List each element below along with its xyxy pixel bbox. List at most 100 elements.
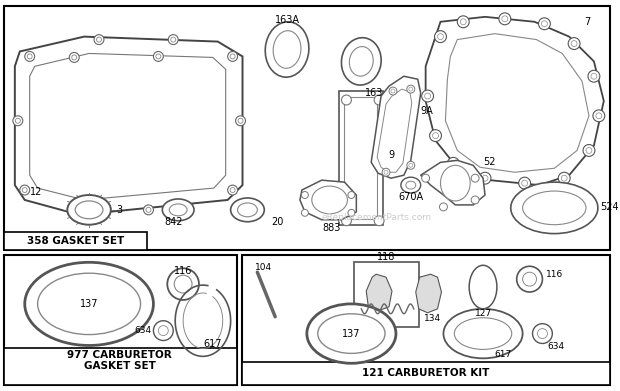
Circle shape: [348, 209, 355, 216]
Text: 52: 52: [483, 157, 495, 167]
Circle shape: [168, 35, 178, 45]
Ellipse shape: [443, 309, 523, 358]
Circle shape: [539, 18, 551, 30]
Text: 9A: 9A: [421, 106, 433, 116]
Circle shape: [519, 177, 531, 189]
Circle shape: [541, 21, 547, 27]
Circle shape: [174, 275, 192, 293]
Text: 134: 134: [424, 314, 441, 323]
Ellipse shape: [75, 201, 103, 219]
Circle shape: [448, 158, 459, 169]
Text: 104: 104: [255, 263, 273, 272]
Circle shape: [433, 133, 438, 138]
Circle shape: [94, 35, 104, 45]
Bar: [345, 97, 377, 219]
Bar: [4, 348, 237, 385]
Text: 617: 617: [494, 350, 512, 359]
Circle shape: [471, 196, 479, 204]
Circle shape: [20, 185, 30, 195]
Text: 358 GASKET SET: 358 GASKET SET: [27, 235, 124, 246]
Text: 524: 524: [600, 202, 619, 212]
Text: 977 CARBURETOR
GASKET SET: 977 CARBURETOR GASKET SET: [68, 350, 172, 371]
Circle shape: [156, 54, 161, 59]
Circle shape: [167, 268, 199, 300]
Circle shape: [440, 203, 448, 211]
Circle shape: [143, 205, 153, 215]
Text: 118: 118: [377, 252, 395, 262]
Circle shape: [389, 87, 397, 95]
Circle shape: [533, 324, 552, 343]
Circle shape: [516, 266, 542, 292]
Ellipse shape: [523, 191, 586, 225]
Circle shape: [460, 19, 466, 25]
Circle shape: [228, 185, 237, 195]
Circle shape: [16, 118, 20, 123]
Polygon shape: [366, 274, 392, 311]
Circle shape: [523, 272, 536, 286]
Polygon shape: [300, 180, 356, 220]
Bar: [242, 255, 609, 385]
Polygon shape: [421, 160, 485, 205]
Text: 116: 116: [546, 270, 564, 279]
Circle shape: [153, 321, 173, 341]
Text: 137: 137: [80, 299, 99, 309]
Circle shape: [13, 116, 23, 126]
Ellipse shape: [169, 204, 187, 216]
Circle shape: [438, 34, 443, 39]
Ellipse shape: [440, 165, 470, 201]
Bar: [4, 6, 609, 251]
Circle shape: [230, 188, 235, 192]
Circle shape: [146, 207, 151, 212]
Circle shape: [391, 89, 395, 93]
Circle shape: [74, 205, 84, 215]
Circle shape: [409, 163, 413, 167]
Circle shape: [77, 207, 82, 212]
Polygon shape: [426, 17, 604, 185]
Ellipse shape: [162, 199, 194, 221]
Ellipse shape: [68, 195, 111, 225]
Circle shape: [471, 174, 479, 182]
Circle shape: [407, 161, 415, 169]
Ellipse shape: [307, 304, 396, 363]
Circle shape: [430, 130, 441, 142]
Circle shape: [374, 95, 384, 105]
Bar: [4, 255, 237, 385]
Circle shape: [407, 85, 415, 93]
Text: 163A: 163A: [275, 15, 299, 25]
Ellipse shape: [469, 265, 497, 309]
Text: 7: 7: [584, 17, 590, 27]
Ellipse shape: [231, 198, 264, 222]
Circle shape: [158, 326, 168, 335]
Ellipse shape: [454, 318, 511, 350]
Text: 163: 163: [365, 88, 383, 98]
Text: 116: 116: [174, 266, 192, 276]
Ellipse shape: [401, 177, 421, 193]
Polygon shape: [30, 54, 226, 200]
Circle shape: [586, 147, 592, 153]
Circle shape: [425, 93, 430, 99]
Circle shape: [301, 192, 308, 199]
Bar: [4, 231, 148, 251]
Circle shape: [153, 52, 163, 61]
Text: 670A: 670A: [398, 192, 423, 202]
Polygon shape: [377, 89, 412, 172]
Ellipse shape: [406, 181, 416, 189]
Circle shape: [384, 170, 388, 174]
Circle shape: [479, 172, 491, 184]
Bar: [242, 362, 609, 385]
Polygon shape: [371, 76, 421, 178]
Text: 20: 20: [271, 217, 283, 227]
Circle shape: [521, 180, 528, 186]
Text: 883: 883: [322, 222, 341, 233]
Circle shape: [422, 90, 433, 102]
Circle shape: [583, 145, 595, 156]
Circle shape: [499, 13, 511, 25]
Circle shape: [236, 116, 246, 126]
Circle shape: [301, 209, 308, 216]
Circle shape: [342, 216, 352, 226]
Circle shape: [502, 16, 508, 22]
Circle shape: [409, 87, 413, 91]
Polygon shape: [445, 34, 589, 172]
Circle shape: [72, 55, 77, 60]
Circle shape: [538, 328, 547, 339]
